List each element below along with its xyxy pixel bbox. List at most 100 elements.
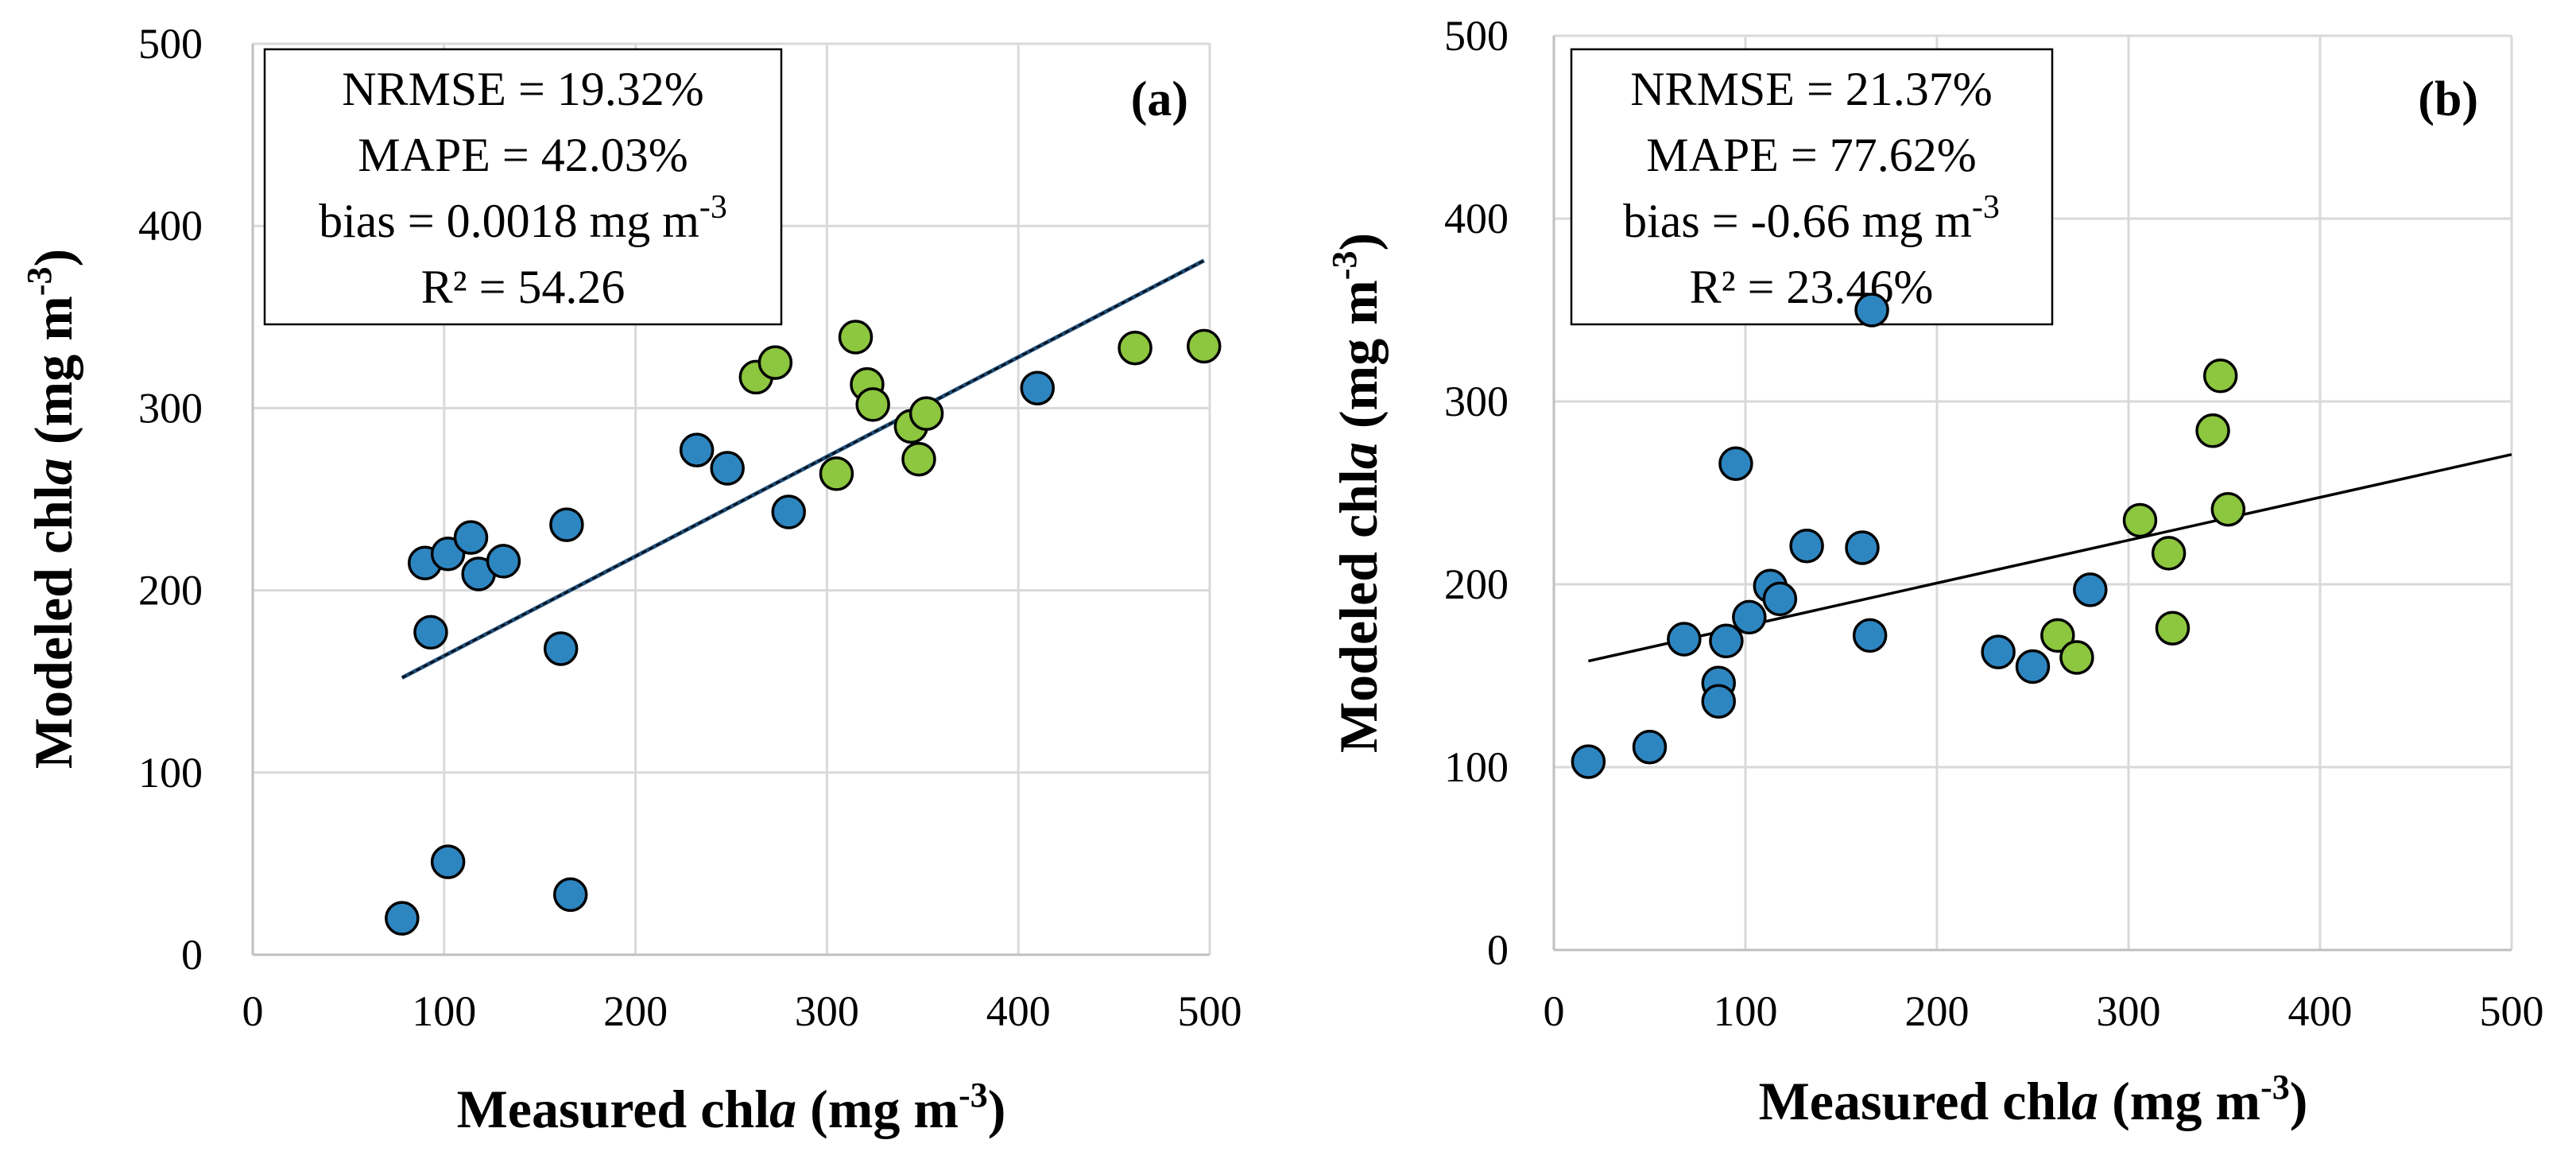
bias-sup: -3	[699, 189, 727, 226]
y-axis-title-sup: -3	[1325, 251, 1364, 281]
y-tick-label: 500	[1444, 12, 1509, 60]
y-axis-title-close: )	[1328, 233, 1389, 251]
x-axis-title-sup: -3	[2260, 1068, 2290, 1107]
blue-data-point	[679, 432, 715, 467]
y-axis-title-sup: -3	[20, 267, 59, 297]
blue-data-point	[2015, 649, 2051, 684]
green-data-point	[2122, 502, 2158, 538]
bias-text: bias = 0.0018 mg m	[319, 195, 699, 247]
panel-b: 0 100 200 300 400 500 0 100 200 300 400 500 Measured…	[1325, 12, 2544, 1131]
blue-data-point	[1632, 729, 1668, 765]
bias-label: bias = -0.66 mg m-3	[1623, 189, 2000, 247]
blue-data-point	[1762, 581, 1798, 617]
x-tick-label: 300	[795, 987, 859, 1035]
x-axis-title-text: Measured chl	[457, 1079, 770, 1139]
r2-label: R² = 54.26	[421, 261, 626, 313]
blue-data-point	[1845, 530, 1880, 565]
green-data-point	[2195, 413, 2230, 448]
blue-data-point	[1667, 622, 1702, 657]
x-tick-label: 200	[1905, 987, 1970, 1035]
y-axis-title-close: )	[23, 249, 83, 267]
r2-label: R² = 23.46%	[1690, 261, 1934, 313]
x-axis-title-sup: -3	[959, 1076, 988, 1115]
x-axis-title-text: Measured chl	[1759, 1071, 2072, 1131]
blue-data-point	[1571, 744, 1606, 779]
blue-data-point	[771, 494, 806, 529]
green-data-point	[855, 387, 890, 422]
blue-data-point	[552, 877, 588, 913]
green-data-point	[2040, 618, 2075, 653]
blue-data-point	[430, 844, 466, 879]
x-tick-label: 500	[2480, 987, 2544, 1035]
blue-data-point	[1701, 684, 1737, 719]
green-data-point	[2202, 359, 2238, 394]
green-data-point	[2155, 611, 2191, 646]
green-data-point	[901, 441, 936, 477]
green-data-point	[908, 396, 944, 432]
stats-box	[1570, 48, 2054, 326]
y-axis-title-italic: a	[23, 458, 83, 485]
x-axis-title: Measured chla (mg m-3)	[457, 1076, 1006, 1139]
x-tick-label: 500	[1178, 987, 1242, 1035]
green-data-point	[2151, 536, 2187, 571]
nrmse-label: NRMSE = 19.32%	[342, 63, 704, 115]
blue-data-point	[1854, 293, 1889, 328]
y-axis-title-text: Modeled chl	[23, 485, 83, 769]
x-tick-label: 100	[412, 987, 476, 1035]
y-tick-label: 400	[138, 202, 203, 250]
y-tick-label: 200	[1444, 560, 1509, 608]
y-axis-title-unit: (mg m	[1328, 280, 1389, 442]
green-data-point	[2059, 640, 2094, 675]
green-data-point	[819, 456, 854, 491]
green-data-point	[2210, 491, 2246, 527]
x-axis-title-italic: a	[2071, 1071, 2098, 1131]
trendline	[401, 258, 1205, 680]
x-axis-title: Measured chla (mg m-3)	[1759, 1068, 2308, 1131]
x-axis-title-close: )	[2290, 1071, 2308, 1131]
blue-data-point	[1709, 623, 1744, 659]
bias-text: bias = -0.66 mg m	[1623, 195, 1972, 247]
blue-data-point	[1020, 370, 1056, 405]
y-tick-label: 300	[1444, 378, 1509, 425]
bias-label: bias = 0.0018 mg m-3	[319, 189, 727, 247]
x-tick-label: 100	[1714, 987, 1778, 1035]
y-tick-label: 0	[181, 931, 203, 979]
blue-data-point	[385, 901, 420, 936]
blue-data-point	[1852, 618, 1888, 653]
y-tick-label: 100	[1444, 743, 1509, 791]
x-axis-title-unit: (mg m	[796, 1079, 959, 1139]
blue-data-point	[453, 520, 489, 555]
x-tick-label: 200	[603, 987, 668, 1035]
green-data-point	[1118, 331, 1152, 366]
green-data-point	[838, 320, 874, 355]
x-tick-label: 400	[2288, 987, 2353, 1035]
mape-label: MAPE = 77.62%	[1646, 129, 1977, 181]
blue-data-point	[413, 615, 448, 650]
x-tick-label: 300	[2097, 987, 2161, 1035]
x-axis-title-close: )	[988, 1079, 1006, 1139]
y-axis-title-unit: (mg m	[23, 296, 83, 458]
blue-data-point	[543, 631, 579, 666]
y-axis-title: Modeled chla (mg m-3)	[1325, 233, 1389, 753]
y-tick-label: 500	[138, 20, 203, 68]
blue-data-point	[710, 451, 745, 486]
stats-box	[263, 48, 783, 326]
mape-label: MAPE = 42.03%	[358, 129, 688, 181]
blue-data-point	[1789, 528, 1824, 564]
panel-a: 0 100 200 300 400 500 0 100 200 300 400 500 Measured…	[20, 20, 1242, 1139]
x-tick-label: 0	[1544, 987, 1565, 1035]
blue-data-point	[549, 507, 584, 542]
y-tick-label: 0	[1487, 926, 1509, 974]
blue-data-point	[486, 544, 521, 579]
panel-label: (b)	[2418, 72, 2478, 126]
y-axis-title-text: Modeled chl	[1328, 469, 1389, 753]
x-tick-label: 0	[242, 987, 264, 1035]
blue-data-point	[2073, 572, 2108, 607]
x-axis-title-unit: (mg m	[2098, 1071, 2260, 1131]
y-tick-label: 400	[1444, 195, 1509, 242]
blue-data-point	[1981, 634, 2016, 669]
green-data-point	[1187, 328, 1222, 364]
nrmse-label: NRMSE = 21.37%	[1630, 63, 1993, 115]
y-axis-title-italic: a	[1328, 442, 1389, 469]
